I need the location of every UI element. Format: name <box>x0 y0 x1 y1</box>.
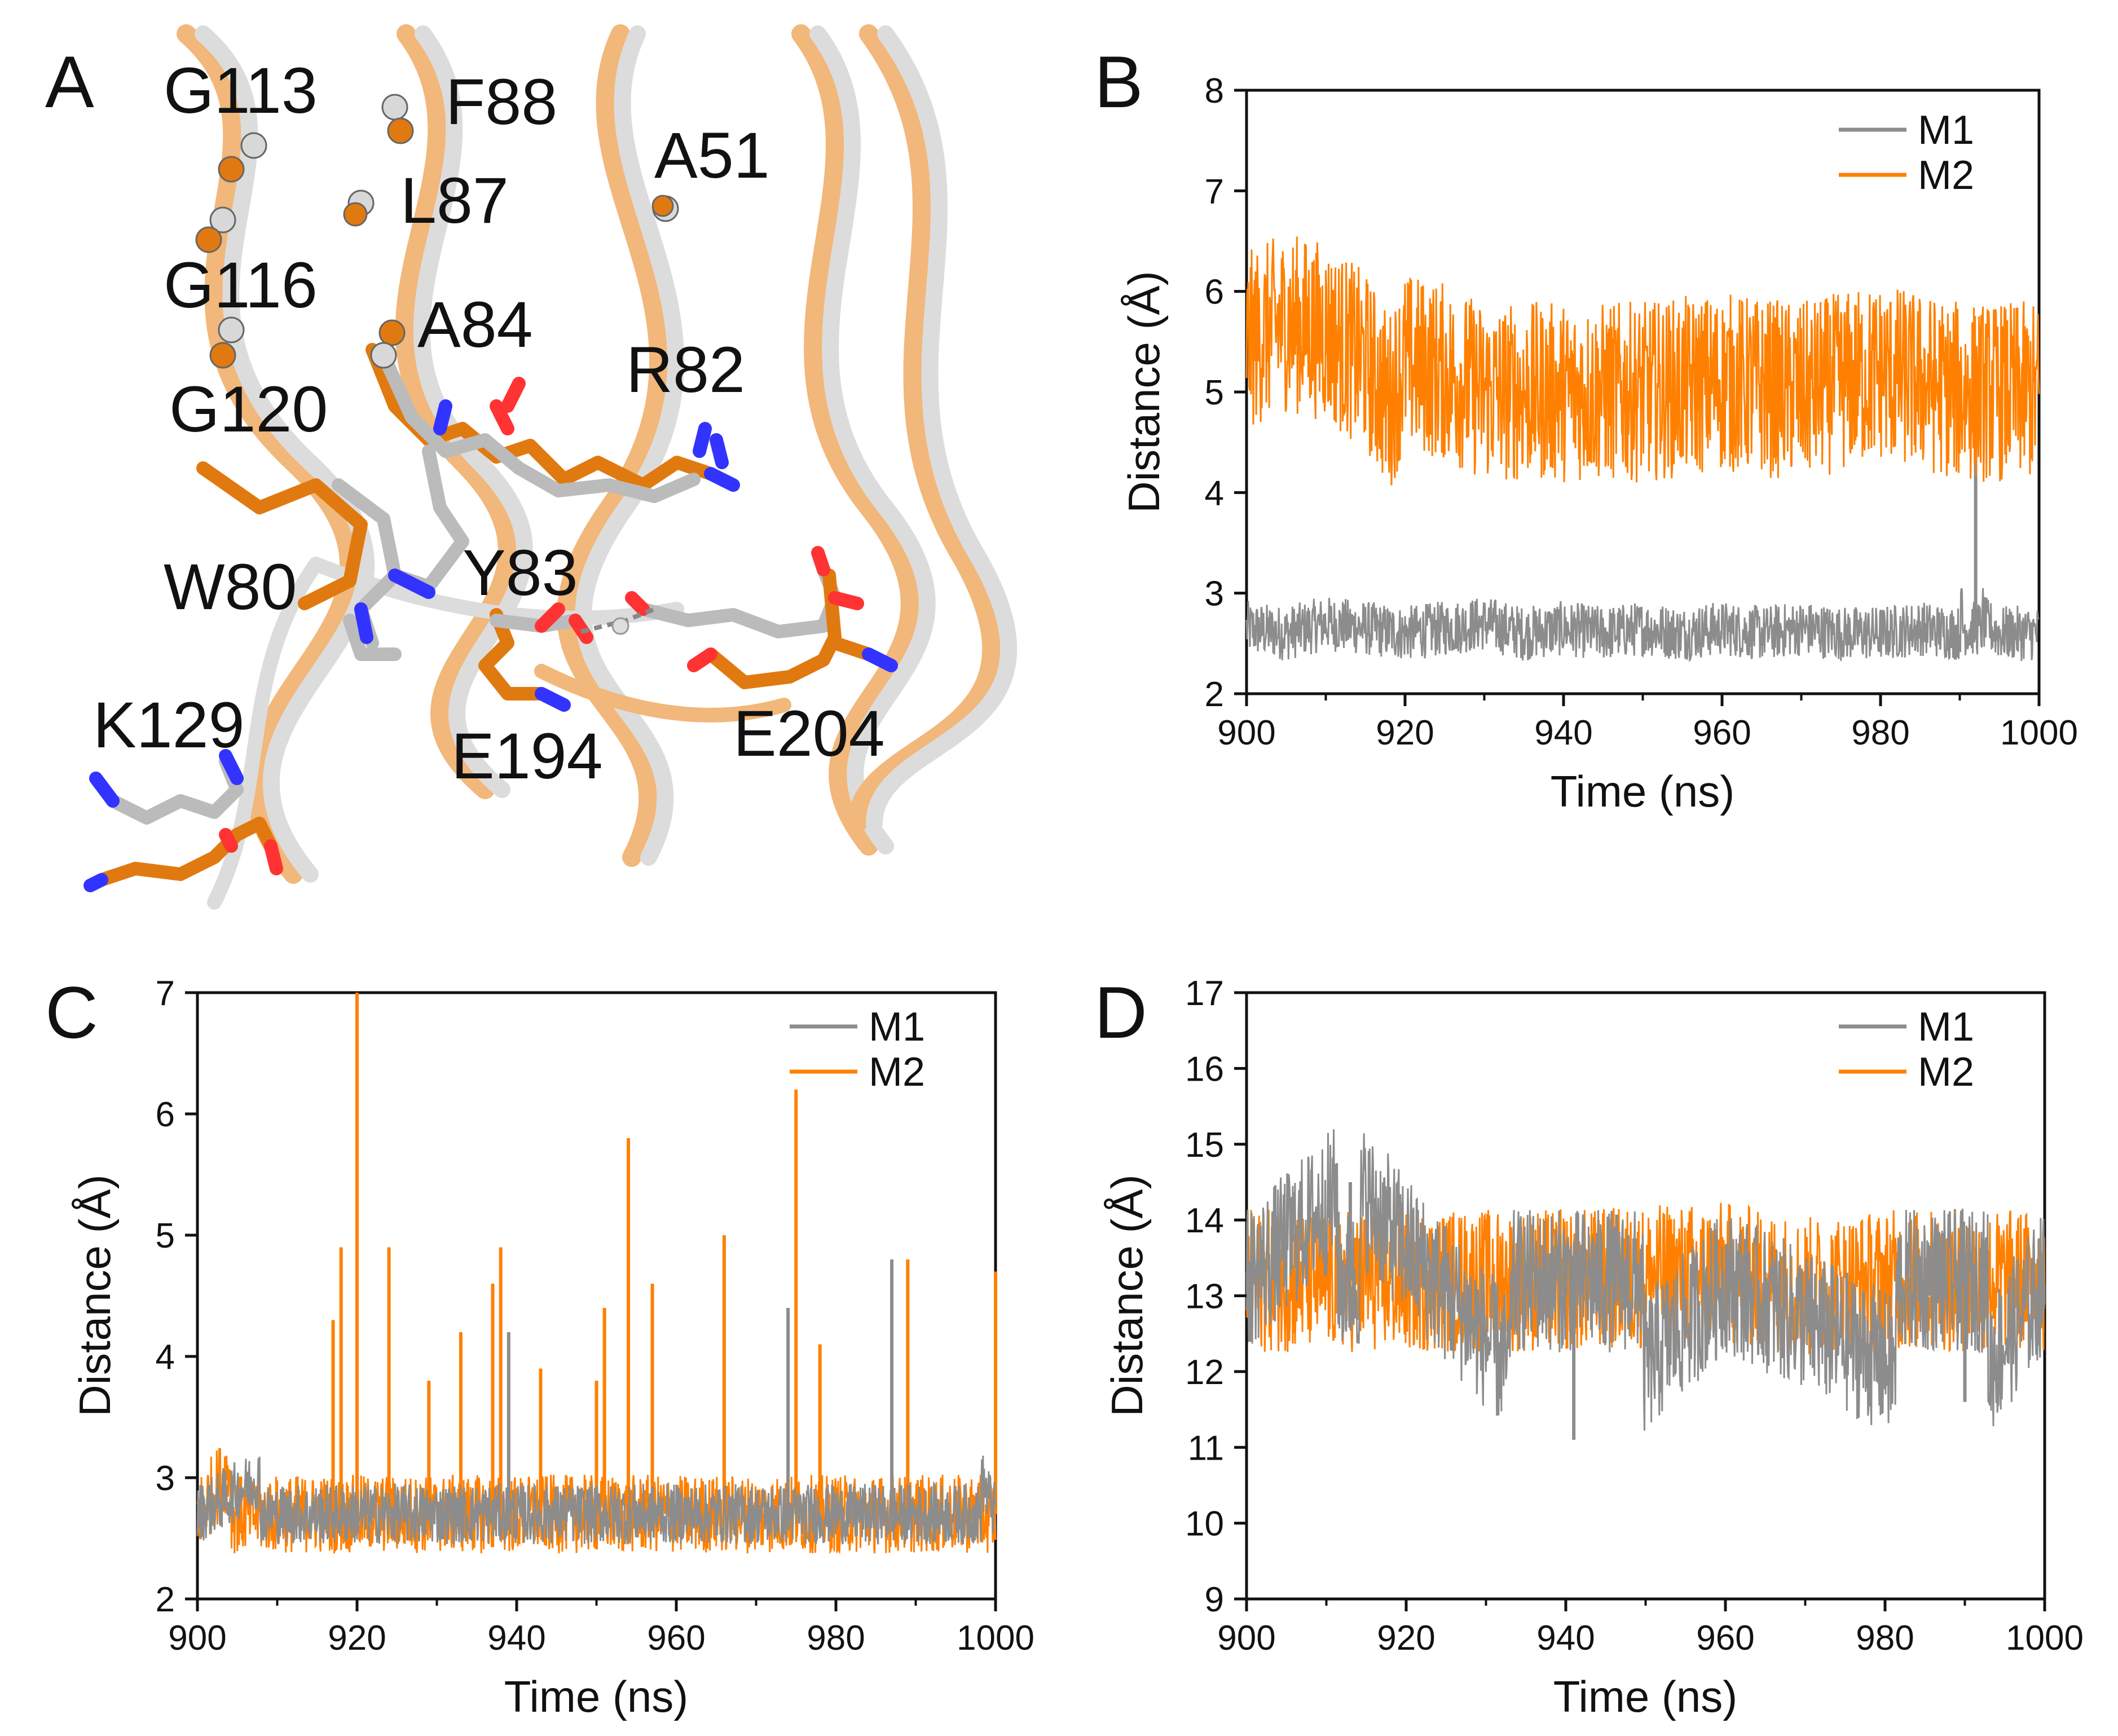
y-tick-label: 14 <box>1185 1201 1224 1240</box>
y-tick-label: 9 <box>1205 1580 1224 1619</box>
residue-label: F88 <box>446 66 557 138</box>
legend-d: M1 M2 <box>1839 1004 1974 1095</box>
x-tick-label: 960 <box>1693 713 1751 752</box>
y-tick-label: 10 <box>1185 1505 1224 1544</box>
residue-label: R82 <box>626 334 745 406</box>
legend-label-m2: M2 <box>1918 1050 1974 1095</box>
y-tick-label: 5 <box>1205 373 1224 412</box>
y-tick-label: 3 <box>156 1459 175 1498</box>
panel-letter-b: B <box>1094 41 1143 123</box>
residue-label: A84 <box>417 289 533 361</box>
legend-b: M1 M2 <box>1839 108 1974 198</box>
x-tick-label: 940 <box>1534 713 1592 752</box>
series-line-m1 <box>1245 588 2040 663</box>
x-tick-label: 1000 <box>957 1619 1034 1658</box>
y-tick-label: 6 <box>156 1095 175 1134</box>
residue-label: Y83 <box>463 537 578 609</box>
x-tick-label: 960 <box>1696 1619 1754 1658</box>
x-tick-label: 1000 <box>2006 1619 2084 1658</box>
x-tick-label: 900 <box>1217 1619 1275 1658</box>
x-tick-label: 1000 <box>2000 713 2078 752</box>
y-tick-label: 15 <box>1185 1126 1224 1165</box>
y-axis-title-d: Distance (Å) <box>1102 1174 1152 1416</box>
residue-label: G113 <box>164 55 318 127</box>
residue-labels: G113 F88 A51 L87 G116 A84 R82 G120 W80 Y… <box>93 55 885 792</box>
panel-b: B 900 920 940 960 980 1000 2 3 4 5 6 7 8 Time (ns) D… <box>1094 41 2078 816</box>
y-axis-title-c: Distance (Å) <box>70 1174 120 1416</box>
residue-label: G120 <box>169 373 328 446</box>
y-axis-title-b: Distance (Å) <box>1119 271 1169 513</box>
panel-c: C 900 920 940 960 980 1000 2 3 4 5 6 7 Time (ns) Di… <box>45 971 1034 1721</box>
residue-label: E204 <box>733 698 885 770</box>
residue-sticks <box>83 343 898 892</box>
y-tick-label: 13 <box>1185 1277 1224 1316</box>
y-tick-label: 7 <box>1205 172 1224 211</box>
y-tick-label: 8 <box>1205 72 1224 111</box>
hydrogen-atom <box>611 617 629 635</box>
y-tick-label: 5 <box>156 1217 175 1255</box>
x-tick-label: 920 <box>1377 1619 1435 1658</box>
y-tick-label: 12 <box>1185 1353 1224 1392</box>
x-axis-title-c: Time (ns) <box>504 1672 688 1721</box>
x-tick-label: 940 <box>487 1619 545 1658</box>
y-tick-label: 17 <box>1185 974 1224 1013</box>
legend-label-m1: M1 <box>1918 108 1974 153</box>
protein-ribbon <box>177 24 1017 910</box>
residue-label: W80 <box>164 551 297 623</box>
y-tick-label: 6 <box>1205 273 1224 312</box>
x-axis-title-d: Time (ns) <box>1553 1672 1737 1721</box>
legend-label-m1: M1 <box>869 1004 925 1050</box>
ca-spheres <box>195 94 679 369</box>
residue-label: G116 <box>164 249 318 321</box>
residue-label: L87 <box>400 165 509 237</box>
y-tick-label: 2 <box>1205 675 1224 714</box>
x-tick-label: 900 <box>1217 713 1275 752</box>
panel-letter-d: D <box>1094 971 1147 1054</box>
legend-label-m1: M1 <box>1918 1004 1974 1050</box>
x-tick-label: 920 <box>328 1619 386 1658</box>
panel-letter-c: C <box>45 971 98 1054</box>
series-line-m1 <box>196 1455 997 1545</box>
residue-label: K129 <box>93 689 245 761</box>
panel-a: A G113 F88 A51 L87 G116 A84 R82 G120 W80… <box>45 24 1017 910</box>
y-tick-label: 4 <box>1205 474 1224 513</box>
y-tick-label: 2 <box>156 1580 175 1619</box>
panel-d: D 900 920 940 960 980 1000 9 10 11 12 13 14 15 16 17 T… <box>1094 971 2084 1721</box>
residue-label: A51 <box>654 120 770 192</box>
y-tick-label: 16 <box>1185 1050 1224 1089</box>
series-line-m1 <box>1245 1129 2046 1431</box>
panel-letter-a: A <box>45 41 94 123</box>
series-line-m2 <box>1245 236 2040 486</box>
legend-label-m2: M2 <box>869 1050 925 1095</box>
legend-c: M1 M2 <box>790 1004 925 1095</box>
y-tick-label: 3 <box>1205 575 1224 614</box>
x-tick-label: 980 <box>1856 1619 1914 1658</box>
legend-label-m2: M2 <box>1918 153 1974 198</box>
x-tick-label: 980 <box>807 1619 865 1658</box>
x-tick-label: 900 <box>168 1619 226 1658</box>
x-tick-label: 920 <box>1376 713 1434 752</box>
y-tick-label: 7 <box>156 974 175 1013</box>
y-tick-label: 4 <box>156 1338 175 1377</box>
x-axis-title-b: Time (ns) <box>1551 766 1734 816</box>
x-tick-label: 960 <box>647 1619 705 1658</box>
x-tick-label: 980 <box>1851 713 1909 752</box>
y-tick-label: 11 <box>1188 1429 1224 1468</box>
x-tick-label: 940 <box>1536 1619 1595 1658</box>
residue-label: E194 <box>451 720 603 792</box>
